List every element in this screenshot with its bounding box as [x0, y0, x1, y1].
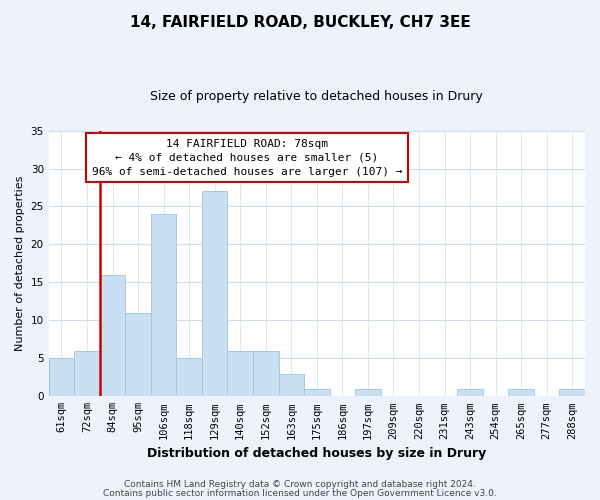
Y-axis label: Number of detached properties: Number of detached properties: [15, 176, 25, 351]
Bar: [100, 275, 125, 396]
Bar: [457, 388, 483, 396]
X-axis label: Distribution of detached houses by size in Drury: Distribution of detached houses by size …: [147, 447, 487, 460]
Title: Size of property relative to detached houses in Drury: Size of property relative to detached ho…: [151, 90, 483, 103]
Bar: [508, 388, 534, 396]
Bar: [559, 388, 585, 396]
Text: 14, FAIRFIELD ROAD, BUCKLEY, CH7 3EE: 14, FAIRFIELD ROAD, BUCKLEY, CH7 3EE: [130, 15, 470, 30]
Bar: [151, 214, 176, 396]
Bar: [49, 358, 74, 397]
Bar: [176, 358, 202, 397]
Text: 14 FAIRFIELD ROAD: 78sqm
← 4% of detached houses are smaller (5)
96% of semi-det: 14 FAIRFIELD ROAD: 78sqm ← 4% of detache…: [92, 138, 403, 176]
Bar: [304, 388, 329, 396]
Text: Contains public sector information licensed under the Open Government Licence v3: Contains public sector information licen…: [103, 489, 497, 498]
Bar: [355, 388, 380, 396]
Bar: [278, 374, 304, 396]
Bar: [202, 192, 227, 396]
Bar: [125, 313, 151, 396]
Text: Contains HM Land Registry data © Crown copyright and database right 2024.: Contains HM Land Registry data © Crown c…: [124, 480, 476, 489]
Bar: [227, 350, 253, 397]
Bar: [74, 350, 100, 397]
Bar: [253, 350, 278, 397]
